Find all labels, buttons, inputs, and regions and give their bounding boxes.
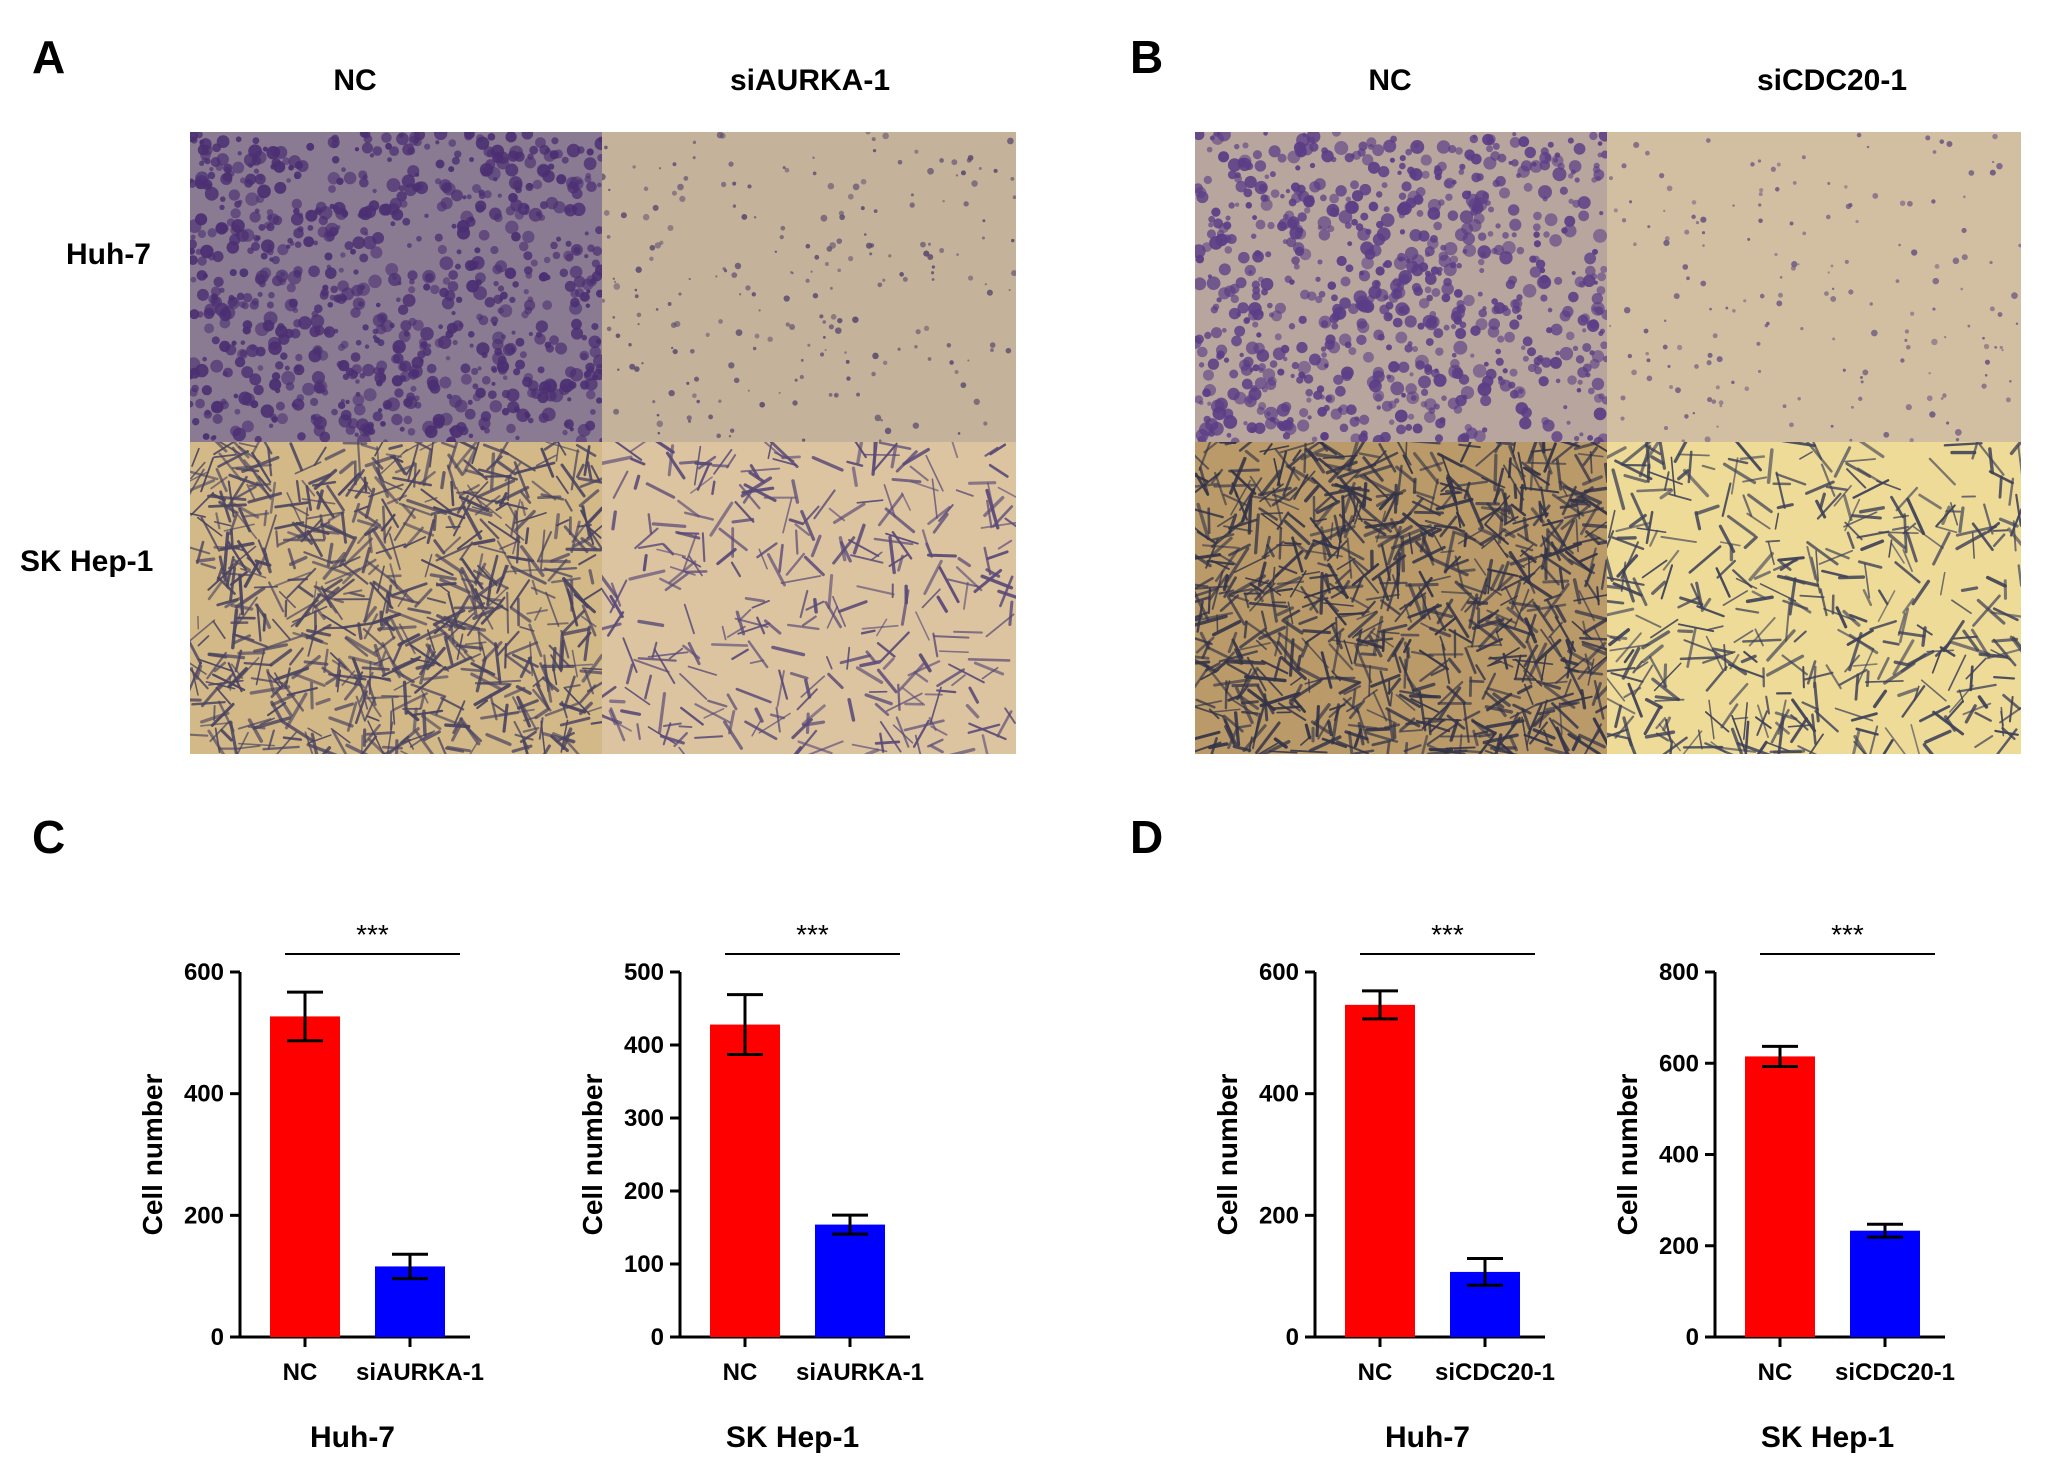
micrograph-b-huh7-nc	[1195, 132, 1607, 442]
micrograph-b-huh7-sicdc20	[1607, 132, 2021, 442]
y-tick-label: 100	[624, 1251, 664, 1278]
y-tick-label: 0	[651, 1324, 664, 1351]
x-axis-label: SK Hep-1	[726, 1421, 859, 1454]
y-axis-label: Cell number	[1212, 1073, 1243, 1235]
significance-label: ***	[1831, 919, 1864, 950]
micrograph-a-skhep1-nc	[190, 442, 602, 754]
micrograph-a-huh7-nc	[190, 132, 602, 442]
micrograph-a-huh7-siaurka	[602, 132, 1016, 442]
bar-siCDC20-1	[1850, 1231, 1920, 1337]
bar-NC	[270, 1016, 340, 1337]
y-tick-label: 800	[1659, 959, 1699, 986]
panel-a-row-label-huh7: Huh-7	[66, 238, 151, 272]
y-axis-label: Cell number	[1612, 1073, 1643, 1235]
category-label-siCDC20-1: siCDC20-1	[1835, 1359, 1955, 1386]
panel-letter-b: B	[1130, 30, 1163, 84]
bar-chart-d-skhep1: 0 200 400 600 800 NC siCDC20-1 *** Cell number SK…	[1595, 900, 1995, 1460]
y-tick-label: 200	[1259, 1202, 1299, 1229]
y-tick-label: 0	[211, 1324, 224, 1351]
y-tick-label: 0	[1686, 1324, 1699, 1351]
x-axis-label: Huh-7	[1385, 1421, 1470, 1454]
category-label-siAURKA-1: siAURKA-1	[796, 1359, 924, 1386]
significance-label: ***	[796, 919, 829, 950]
micrograph-b-skhep1-nc	[1195, 442, 1607, 754]
y-tick-label: 400	[1259, 1081, 1299, 1108]
panel-a-column-label-nc: NC	[333, 64, 376, 98]
y-tick-label: 300	[624, 1105, 664, 1132]
y-tick-label: 600	[1659, 1050, 1699, 1077]
bar-chart-d-huh7: 0 200 400 600 NC siCDC20-1 *** Cell number Huh-7	[1195, 900, 1595, 1460]
bar-chart-c-huh7: 0 200 400 600 NC siAURKA-1 *** Cell number Huh-7	[120, 900, 520, 1460]
micrograph-b-skhep1-sicdc20	[1607, 442, 2021, 754]
y-tick-label: 600	[1259, 959, 1299, 986]
y-tick-label: 200	[1659, 1233, 1699, 1260]
category-label-NC: NC	[1358, 1359, 1393, 1386]
y-tick-label: 0	[1286, 1324, 1299, 1351]
y-tick-label: 200	[184, 1202, 224, 1229]
panel-a-column-label-siaurka: siAURKA-1	[730, 64, 890, 98]
x-axis-label: SK Hep-1	[1761, 1421, 1894, 1454]
y-tick-label: 400	[624, 1032, 664, 1059]
category-label-NC: NC	[1758, 1359, 1793, 1386]
bar-NC	[1345, 1005, 1415, 1337]
bar-chart-c-skhep1: 0 100 200 300 400 500 NC siAURKA-1 *** Cell numbe…	[560, 900, 960, 1460]
bar-NC	[1745, 1056, 1815, 1337]
panel-b-column-label-sicdc20: siCDC20-1	[1757, 64, 1907, 98]
bar-siAURKA-1	[815, 1225, 885, 1337]
panel-letter-c: C	[32, 810, 65, 864]
panel-b-column-label-nc: NC	[1368, 64, 1411, 98]
panel-letter-d: D	[1130, 810, 1163, 864]
bar-NC	[710, 1025, 780, 1337]
x-axis-label: Huh-7	[310, 1421, 395, 1454]
y-tick-label: 400	[184, 1081, 224, 1108]
category-label-NC: NC	[283, 1359, 318, 1386]
category-label-siCDC20-1: siCDC20-1	[1435, 1359, 1555, 1386]
y-axis-label: Cell number	[577, 1073, 608, 1235]
y-tick-label: 400	[1659, 1142, 1699, 1169]
y-axis-label: Cell number	[137, 1073, 168, 1235]
y-tick-label: 600	[184, 959, 224, 986]
significance-label: ***	[1431, 919, 1464, 950]
category-label-NC: NC	[723, 1359, 758, 1386]
y-tick-label: 500	[624, 959, 664, 986]
significance-label: ***	[356, 919, 389, 950]
y-tick-label: 200	[624, 1178, 664, 1205]
panel-letter-a: A	[32, 30, 65, 84]
panel-a-row-label-skhep1: SK Hep-1	[20, 545, 153, 579]
category-label-siAURKA-1: siAURKA-1	[356, 1359, 484, 1386]
micrograph-a-skhep1-siaurka	[602, 442, 1016, 754]
